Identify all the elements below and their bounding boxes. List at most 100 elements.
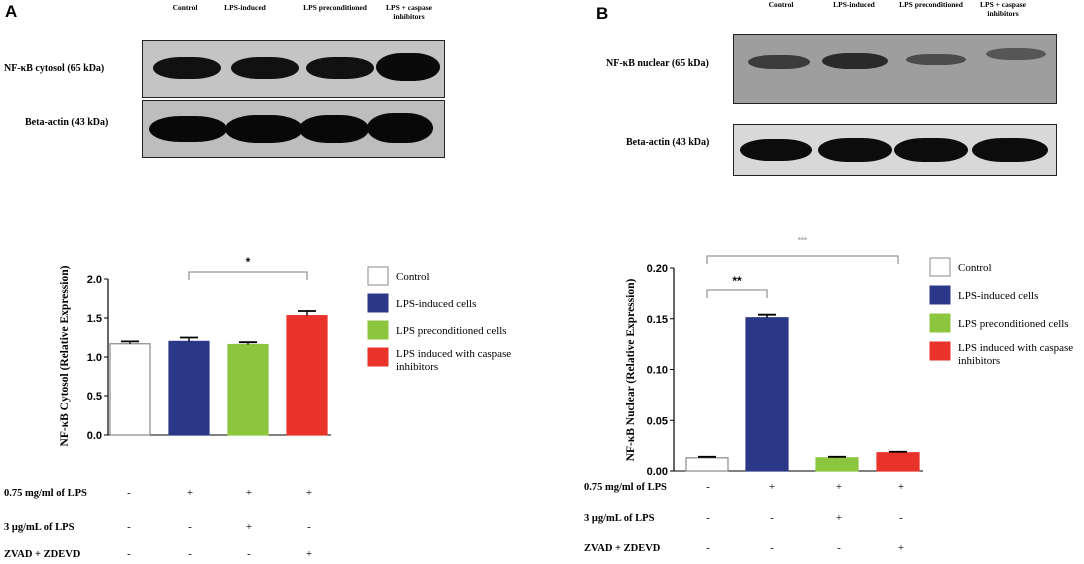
condition-value: + (835, 512, 843, 524)
blot-label-beta-actin-a: Beta-actin (43 kDa) (25, 117, 109, 128)
legend-label: LPS induced with caspase (958, 342, 1073, 354)
significance-label: ** (732, 274, 742, 288)
legend-label: LPS-induced cells (958, 290, 1038, 302)
band (149, 116, 227, 142)
significance-bracket (706, 255, 899, 264)
blot-label-nfkb-cytosol: NF-κB cytosol (65 kDa) (4, 63, 105, 74)
legend-label: inhibitors (396, 361, 438, 373)
legend-swatch (367, 293, 389, 313)
significance-bracket (188, 271, 308, 280)
y-tick-label: 0.05 (647, 415, 668, 427)
band (299, 115, 369, 143)
condition-value: - (770, 542, 774, 554)
condition-value: - (307, 521, 311, 533)
condition-value: + (835, 481, 843, 493)
y-tick-label: 1.0 (87, 352, 102, 364)
significance-label: *** (798, 236, 808, 245)
condition-value: + (305, 548, 313, 560)
blot-label-beta-actin-b: Beta-actin (43 kDa) (626, 137, 710, 148)
bar-b-2 (745, 317, 789, 472)
legend-swatch (929, 257, 951, 277)
legend-label: LPS preconditioned cells (958, 318, 1069, 330)
condition-value: - (188, 548, 192, 560)
condition-value: - (127, 548, 131, 560)
significance-bracket (706, 289, 768, 298)
y-tick-label: 0.20 (647, 263, 668, 275)
band (986, 48, 1046, 60)
legend-label: inhibitors (958, 355, 1000, 367)
condition-label: 3 μg/mL of LPS (584, 513, 655, 524)
significance-label: * (246, 255, 251, 269)
legend-label: Control (958, 262, 992, 274)
bar-b-4 (876, 452, 920, 472)
band (376, 53, 440, 81)
condition-value: + (245, 487, 253, 499)
band (740, 139, 812, 161)
blot-label-nfkb-nuclear: NF-κB nuclear (65 kDa) (606, 58, 709, 69)
band (972, 138, 1048, 162)
legend-swatch (367, 347, 389, 367)
bar-a-2 (168, 340, 210, 436)
band (894, 138, 968, 162)
y-tick-label: 0.5 (87, 391, 102, 403)
condition-label: 0.75 mg/ml of LPS (584, 482, 667, 493)
lane-header-lps-preconditioned: LPS preconditioned (303, 3, 367, 12)
legend-label: LPS induced with caspase (396, 348, 511, 360)
band (367, 113, 433, 143)
blot-image-beta-actin-a (142, 100, 445, 158)
condition-value: + (305, 487, 313, 499)
band (906, 54, 966, 65)
condition-label: ZVAD + ZDEVD (4, 549, 81, 560)
y-tick-label: 2.0 (87, 274, 102, 286)
bar-b-1 (685, 457, 729, 472)
condition-value: - (899, 512, 903, 524)
condition-value: - (127, 521, 131, 533)
bar-a-1 (109, 343, 151, 436)
legend-label: LPS-induced cells (396, 298, 476, 310)
bar-b-3 (815, 457, 859, 472)
band (306, 57, 374, 79)
band (822, 53, 888, 69)
condition-value: + (897, 481, 905, 493)
legend-swatch (929, 285, 951, 305)
band (225, 115, 303, 143)
condition-label: 3 μg/mL of LPS (4, 522, 75, 533)
blot-image-nfkb-cytosol (142, 40, 445, 98)
y-tick-label: 0.10 (647, 365, 668, 377)
y-tick-label: 0.0 (87, 430, 102, 442)
blot-image-beta-actin-b (733, 124, 1057, 176)
y-tick-label: 0.00 (647, 466, 668, 478)
band (153, 57, 221, 79)
condition-value: - (706, 512, 710, 524)
blot-image-nfkb-nuclear (733, 34, 1057, 104)
legend-swatch (367, 266, 389, 286)
condition-value: + (245, 521, 253, 533)
lane-header-lps-preconditioned-b: LPS preconditioned (899, 0, 963, 9)
lane-header-lps-induced: LPS-induced (224, 3, 266, 12)
condition-value: + (186, 487, 194, 499)
condition-value: - (127, 487, 131, 499)
condition-value: - (188, 521, 192, 533)
condition-value: + (768, 481, 776, 493)
lane-header-caspase: LPS + caspase inhibitors (386, 3, 432, 21)
legend-swatch (929, 313, 951, 333)
lane-header-control-b: Control (768, 0, 794, 9)
panel-b-letter: B (596, 4, 609, 23)
lane-header-caspase-b: LPS + caspase inhibitors (980, 0, 1026, 18)
lane-header-control: Control (172, 3, 198, 12)
condition-value: - (837, 542, 841, 554)
band (818, 138, 892, 162)
condition-value: - (247, 548, 251, 560)
legend-swatch (929, 341, 951, 361)
bar-a-4 (286, 315, 328, 436)
y-tick-label: 1.5 (87, 313, 102, 325)
condition-value: + (897, 542, 905, 554)
bar-a-3 (227, 343, 269, 436)
y-tick-label: 0.15 (647, 314, 668, 326)
band (231, 57, 299, 79)
condition-value: - (706, 542, 710, 554)
legend-swatch (367, 320, 389, 340)
condition-label: ZVAD + ZDEVD (584, 543, 661, 554)
legend-label: Control (396, 271, 430, 283)
condition-value: - (706, 481, 710, 493)
